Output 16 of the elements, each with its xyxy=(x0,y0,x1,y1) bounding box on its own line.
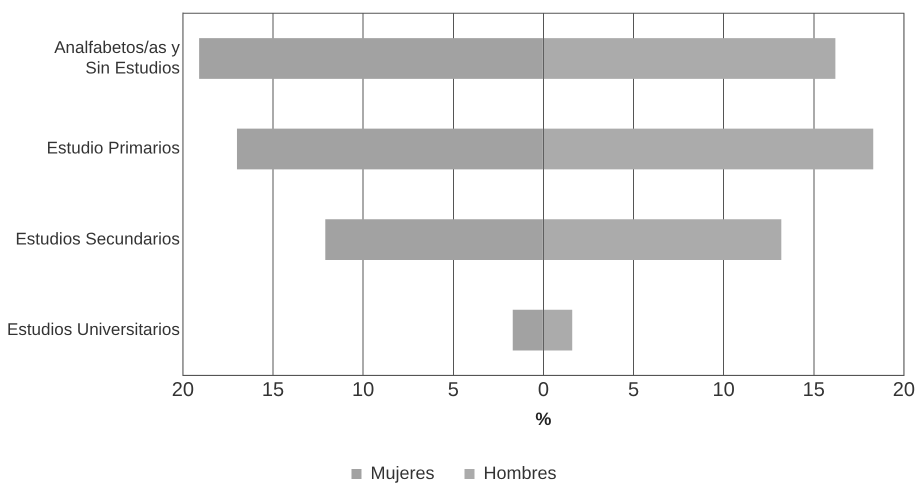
x-tick-label: 0 xyxy=(538,378,549,401)
legend-label: Mujeres xyxy=(370,462,435,483)
x-tick-label: 20 xyxy=(892,378,915,401)
x-tick-label: 10 xyxy=(712,378,735,401)
y-tick-label: Estudio Primarios xyxy=(46,138,180,158)
x-tick-label: 15 xyxy=(802,378,825,401)
y-tick-label: Estudios Universitarios xyxy=(6,320,180,339)
x-axis-title: % xyxy=(535,409,552,430)
x-tick-label: 5 xyxy=(628,378,640,401)
x-tick-label: 20 xyxy=(172,378,194,401)
y-tick-label: Analfabetos/as y Sin Estudios xyxy=(54,38,180,78)
x-tick-label: 15 xyxy=(262,378,284,401)
legend-label: Hombres xyxy=(484,462,557,483)
y-tick-label: Estudios Secundarios xyxy=(15,229,180,248)
x-tick-label: 5 xyxy=(448,378,459,401)
x-tick-label: 10 xyxy=(352,378,374,401)
